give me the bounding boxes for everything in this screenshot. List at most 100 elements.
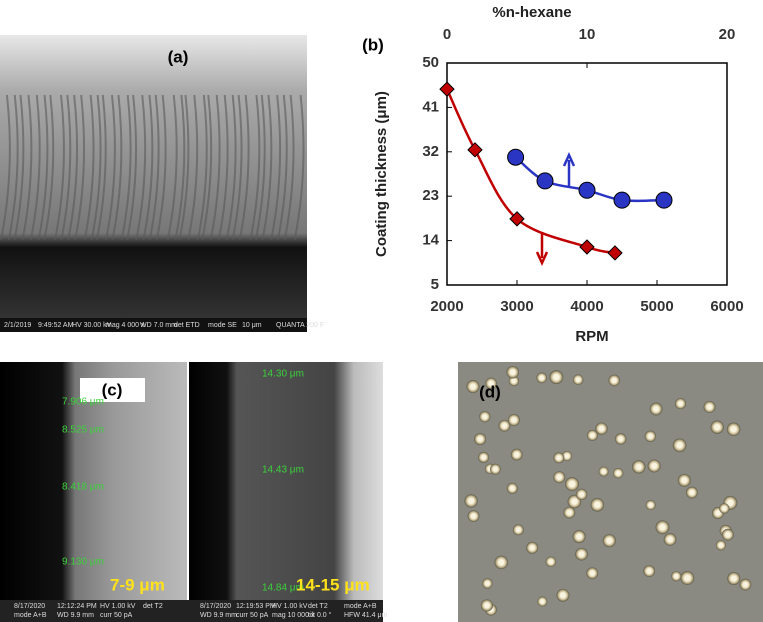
panel-label: (b) [362, 35, 384, 54]
arrow [535, 232, 549, 267]
streak [95, 94, 107, 241]
cell [632, 460, 646, 474]
cell [672, 438, 687, 453]
marker [467, 142, 483, 158]
streak [249, 94, 261, 241]
cell [479, 411, 491, 423]
chart: 5 14 23 32 41 50 2000 3000 4000 5000 6000 0 10 20 RPM%… [373, 4, 744, 345]
info-text: 12:19:53 PM [236, 603, 276, 610]
cell [498, 419, 511, 432]
marker [613, 191, 631, 209]
panel-c: (c) 7.906 μm 8.525 μm 8.418 μm 9.130 μm 14.3… [0, 362, 387, 622]
streak [148, 94, 160, 241]
streak [270, 94, 282, 241]
streak [178, 94, 190, 241]
streak [225, 94, 237, 241]
marker [507, 148, 525, 166]
cell [556, 588, 570, 602]
cell [467, 510, 480, 522]
marker [536, 172, 554, 190]
marker [578, 181, 596, 199]
info-text: WD 7.0 mm [140, 322, 177, 329]
info-text: 9:49:52 AM [38, 322, 74, 329]
cell [512, 524, 524, 536]
marker [655, 191, 673, 209]
cell [598, 466, 609, 477]
measurement: 8.418 μm [62, 482, 104, 493]
info-text: HV 1.00 kV [272, 603, 308, 610]
x-axis-title: RPM [575, 328, 608, 345]
cell [537, 596, 548, 607]
info-text: mag 10 000 x [272, 612, 315, 619]
info-text: HV 1.00 kV [100, 603, 136, 610]
info-text: WD 9.9 mm [57, 612, 94, 619]
measurement: 14.30 μm [262, 369, 304, 380]
streak [142, 94, 154, 241]
x-tick-label: 5000 [640, 298, 673, 315]
info-text: HV 30.00 kV [72, 322, 112, 329]
streak [43, 94, 55, 241]
cell [480, 599, 493, 612]
streak [13, 94, 25, 241]
measurement: 8.525 μm [62, 425, 104, 436]
measurement: 9.130 μm [62, 557, 104, 568]
cell [721, 528, 734, 541]
cell [647, 459, 661, 473]
cell [710, 420, 724, 434]
cell [680, 571, 695, 585]
streak [54, 94, 65, 241]
info-bar [0, 318, 307, 332]
info-text: mode A+B [14, 612, 47, 619]
info-text: 10 μm [242, 322, 262, 329]
cell [644, 430, 657, 443]
cell [727, 572, 741, 585]
cell [726, 422, 741, 437]
panel-d: (d) [458, 362, 763, 622]
info-text: det T2 [308, 603, 328, 610]
streak [276, 94, 288, 241]
caption: 7-9 μm [110, 575, 165, 594]
streak [261, 94, 273, 241]
cell [645, 500, 656, 511]
cell [553, 452, 565, 464]
streak [126, 94, 138, 241]
cell [508, 375, 520, 387]
streak [174, 94, 186, 241]
y-tick-label: 23 [422, 187, 439, 204]
x-tick-label: 4000 [570, 298, 603, 315]
streak [254, 94, 266, 241]
streak [67, 94, 79, 241]
streak [21, 94, 33, 241]
caption: 14-15 μm [296, 575, 370, 594]
cell [549, 370, 564, 385]
streak [0, 94, 11, 241]
info-text: curr 50 pA [236, 612, 269, 619]
cell [507, 413, 520, 427]
cell [674, 398, 687, 410]
streak [283, 94, 295, 241]
cell [649, 402, 663, 416]
info-text: WD 9.9 mm [200, 612, 237, 619]
marker [509, 211, 525, 227]
streak [209, 94, 221, 241]
info-text: 8/17/2020 [14, 603, 45, 610]
cell [608, 374, 620, 387]
cell [575, 488, 588, 501]
arrow [562, 151, 576, 187]
cell [739, 578, 752, 591]
marker [607, 245, 623, 261]
panel-label: (c) [102, 380, 123, 399]
streak [111, 94, 123, 241]
info-text: det ETD [174, 322, 200, 329]
cell [595, 422, 608, 435]
streak [74, 94, 86, 241]
x2-tick-label: 10 [579, 26, 596, 43]
info-text: mag 4 000 x [106, 322, 145, 329]
micrograph [458, 362, 763, 622]
cell [482, 578, 493, 589]
cell [553, 471, 566, 484]
panel-label: (d) [479, 382, 501, 401]
cell [565, 477, 579, 492]
label-box [80, 378, 145, 402]
